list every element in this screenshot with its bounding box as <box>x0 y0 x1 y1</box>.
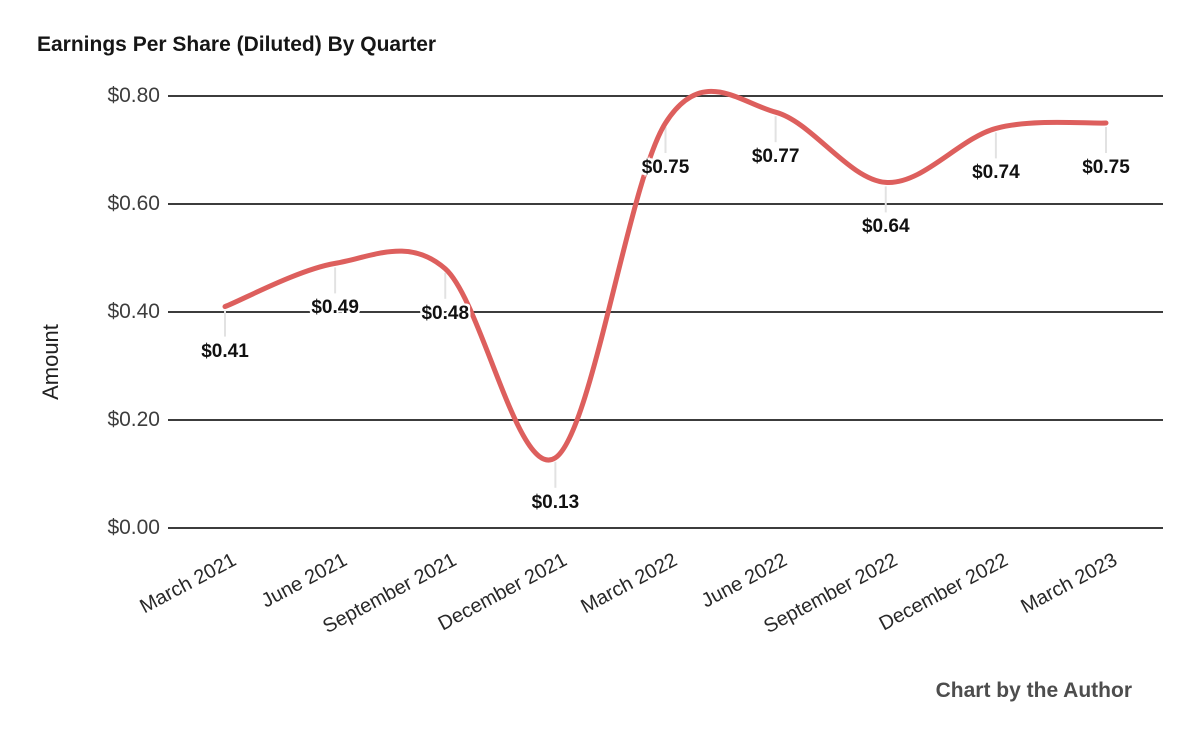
data-label: $0.48 <box>421 302 470 324</box>
data-label: $0.75 <box>641 157 690 178</box>
eps-line-series <box>222 89 1109 463</box>
y-axis-tick-label: $0.40 <box>107 300 160 323</box>
chart-credit: Chart by the Author <box>935 679 1132 702</box>
data-label: $0.13 <box>531 491 580 513</box>
data-label: $0.77 <box>751 146 800 168</box>
data-label: $0.41 <box>201 340 249 362</box>
y-axis-tick-label: $0.00 <box>107 516 160 539</box>
data-label: $0.49 <box>311 297 359 319</box>
y-axis-tick-label: $0.20 <box>107 408 160 431</box>
data-label: $0.75 <box>1082 157 1130 178</box>
y-axis-tick-label: $0.60 <box>107 192 160 215</box>
y-axis-tick-label: $0.80 <box>107 84 160 107</box>
chart-title: Earnings Per Share (Diluted) By Quarter <box>37 33 437 56</box>
data-label: $0.74 <box>972 162 1020 184</box>
data-label: $0.64 <box>861 216 910 238</box>
